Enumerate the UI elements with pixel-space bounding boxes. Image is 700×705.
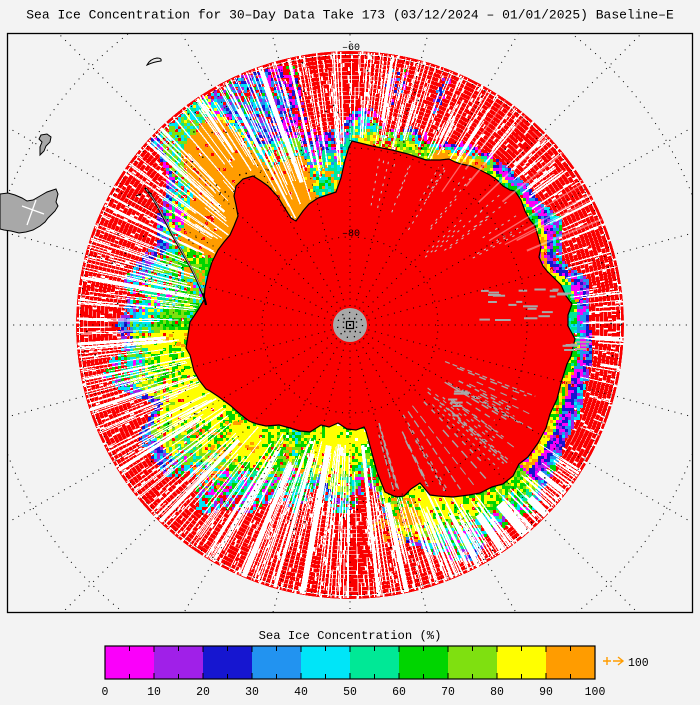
svg-text:–60: –60 (342, 43, 360, 54)
svg-text:70: 70 (441, 686, 455, 699)
svg-text:100: 100 (628, 657, 649, 670)
svg-text:Sea Ice Concentration (%): Sea Ice Concentration (%) (259, 629, 442, 643)
svg-text:10: 10 (147, 686, 161, 699)
svg-text:0: 0 (102, 686, 109, 699)
svg-text:60: 60 (392, 686, 406, 699)
svg-text:50: 50 (343, 686, 357, 699)
svg-text:40: 40 (294, 686, 308, 699)
svg-text:30: 30 (245, 686, 259, 699)
svg-text:100: 100 (585, 686, 606, 699)
svg-text:Sea Ice Concentration for 30–D: Sea Ice Concentration for 30–Day Data Ta… (26, 8, 674, 23)
svg-text:–80: –80 (342, 229, 360, 240)
svg-text:20: 20 (196, 686, 210, 699)
svg-text:80: 80 (490, 686, 504, 699)
svg-text:90: 90 (539, 686, 553, 699)
